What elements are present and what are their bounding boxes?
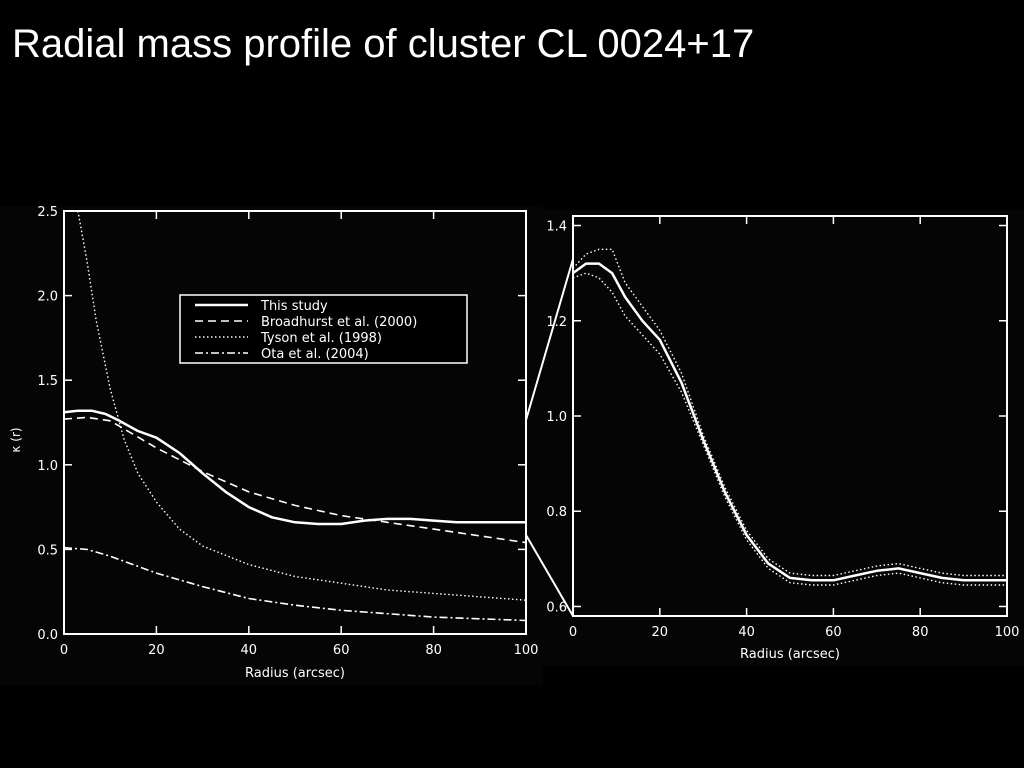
right-x-tick-label: 40 [738,625,755,640]
left-x-axis-label: Radius (arcsec) [245,666,345,681]
right-chart-background [543,210,1024,666]
right-series-line-dotted-2 [572,272,1007,586]
right-y-tick-label: 1.0 [546,410,567,425]
left-y-axis: 0.0 0.5 1.0 1.5 2.0 2.5 [37,205,526,643]
right-x-tick-label: 80 [912,625,929,640]
left-x-tick-label: 40 [241,643,258,658]
legend-label: Tyson et al. (1998) [260,331,382,346]
right-y-tick-label: 0.8 [546,505,567,520]
left-y-tick-label: 0.0 [37,628,58,643]
left-y-tick-label: 2.0 [37,290,58,305]
left-series-line-this-study [63,409,526,526]
right-y-tick-label: 0.6 [546,600,567,615]
zoom-connector-top [525,258,574,421]
right-series-group [572,248,1007,586]
right-x-axis: 0 20 40 60 80 100 [569,216,1020,640]
left-x-tick-label: 80 [425,643,442,658]
legend-box [179,294,468,364]
left-y-axis-label: κ (r) [9,427,23,452]
left-x-tick-label: 0 [60,643,68,658]
left-x-tick-label: 60 [333,643,350,658]
left-x-tick-label: 20 [148,643,165,658]
left-y-tick-label: 1.0 [37,459,58,474]
right-y-axis: 0.6 0.8 1.0 1.2 1.4 [546,220,1007,615]
left-plot-frame [63,210,527,635]
left-series-group [63,210,527,622]
right-y-tick-label: 1.4 [546,220,567,235]
right-x-tick-label: 60 [825,625,842,640]
legend-label: Ota et al. (2004) [261,347,369,362]
right-x-tick-label: 20 [652,625,669,640]
zoom-connector-bottom [525,534,574,617]
right-y-tick-label: 1.2 [546,315,567,330]
left-x-axis: 0 20 40 60 80 100 [60,211,539,658]
right-x-tick-label: 100 [995,625,1020,640]
left-series-line-ota-et-al-2004 [63,546,527,622]
left-x-tick-label: 100 [514,643,539,658]
right-x-axis-label: Radius (arcsec) [740,647,840,662]
right-x-tick-label: 0 [569,625,577,640]
legend-label: This study [260,299,328,314]
left-y-tick-label: 2.5 [37,205,58,220]
left-series-line-broadhurst-et-al-2000 [63,416,527,544]
right-series-line-solid-0 [572,262,1007,582]
slide-title: Radial mass profile of cluster CL 0024+1… [12,22,755,66]
left-y-tick-label: 1.5 [37,374,58,389]
left-y-tick-label: 0.5 [37,543,58,558]
left-chart-background [0,207,543,685]
legend-label: Broadhurst et al. (2000) [261,315,417,330]
right-series-line-dotted-1 [572,248,1007,577]
